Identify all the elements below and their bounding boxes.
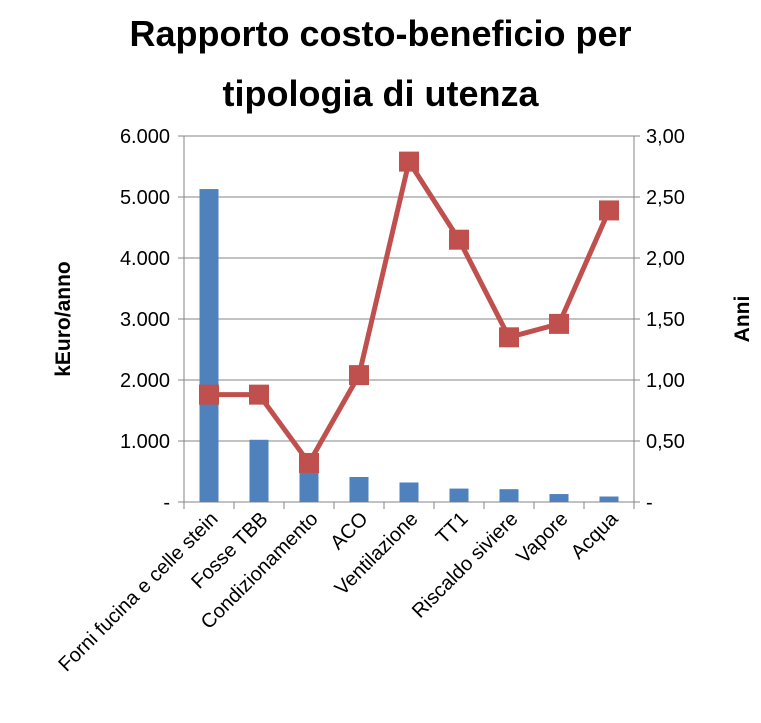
line-marker [499,327,519,348]
line-marker [599,200,619,221]
y2-tick-label: 2,50 [646,187,685,209]
y-tick-label: 5.000 [120,187,170,209]
line-marker [549,313,569,334]
bar [349,476,369,502]
y2-tick-label: 1,50 [646,309,685,331]
line-marker [249,384,269,405]
y2-tick-label: 2,00 [646,248,685,270]
y2-tick-label: 0,50 [646,431,685,453]
bar [549,494,569,502]
y2-tick-label: 3,00 [646,126,685,148]
y-tick-label: 6.000 [120,126,170,148]
line-marker [299,452,319,473]
line-marker [449,229,469,250]
y-tick-label: 3.000 [120,309,170,331]
x-tick-label: TT1 [432,508,473,549]
x-tick-label: Acqua [567,507,623,563]
y-tick-label: 4.000 [120,248,170,270]
x-tick-label: Vapore [512,508,572,568]
bar [199,189,219,502]
bar [599,496,619,502]
line-marker [399,151,419,172]
bar [449,488,469,502]
series-line [209,159,612,466]
line-marker [199,384,219,405]
chart-title: Rapporto costo-beneficio per tipologia d… [0,0,761,124]
bar [399,482,419,502]
chart-title-line2: tipologia di utenza [222,73,539,114]
y2-tick-label: 1,00 [646,370,685,392]
bar [499,489,519,502]
chart-title-line1: Rapporto costo-beneficio per [129,13,632,54]
y-tick-label: - [163,492,170,514]
y-tick-label: 1.000 [120,431,170,453]
y2-tick-label: - [646,492,653,514]
bar [249,439,269,502]
y2-axis-label: Anni [731,296,754,343]
x-tick-label: ACO [326,508,372,554]
bar [299,471,319,502]
y-tick-label: 2.000 [120,370,170,392]
x-tick-label: Forni fucina e celle stein [54,508,222,676]
y-axis-label: kEuro/anno [52,261,75,377]
line-marker [349,365,369,386]
